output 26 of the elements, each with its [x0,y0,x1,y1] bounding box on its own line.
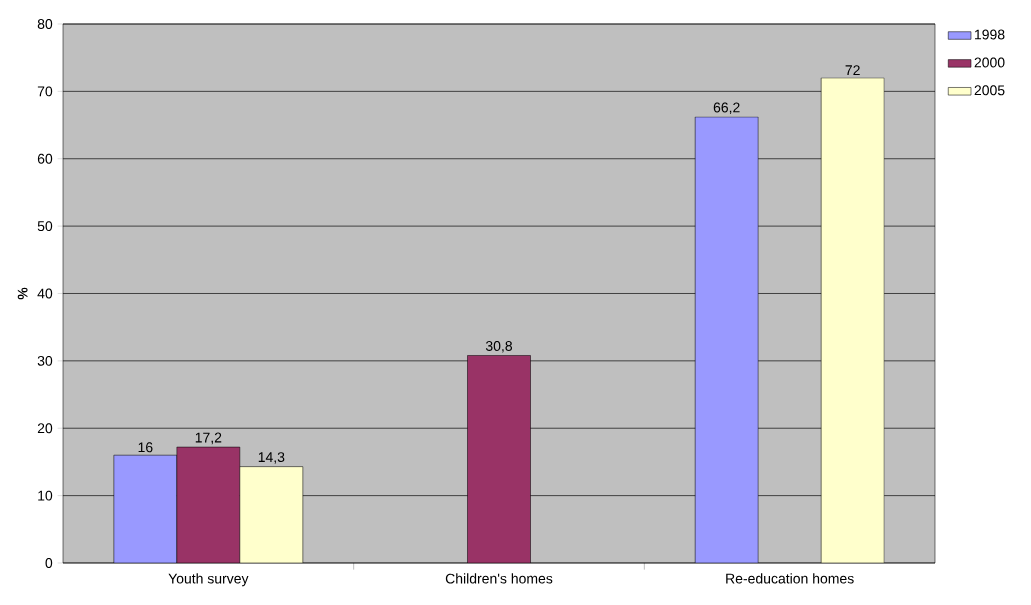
data-label: 16 [138,442,153,453]
y-tick-label: 80 [37,19,53,29]
bar [467,355,531,563]
data-label: 17,2 [195,432,222,445]
y-tick-label: 30 [37,355,53,366]
y-tick-label: 20 [37,423,53,434]
y-tick-label: 0 [45,558,53,568]
y-axis-title: % [17,287,28,300]
x-tick-label: Re-education homes [726,573,854,584]
y-tick-label: 10 [38,490,53,501]
y-tick-label: 60 [37,153,53,164]
bar [694,116,759,563]
bar [113,454,178,563]
y-tick-label: 40 [37,288,53,299]
bar [176,446,241,563]
y-tick-label: 50 [37,221,53,232]
y-tick-label: 70 [37,86,53,97]
legend-label: 1998 [975,29,1005,40]
data-label: 72 [845,65,860,75]
legend-label: 2005 [974,85,1005,96]
data-label: 14,3 [258,452,285,464]
x-tick-label: Youth survey [168,573,249,587]
x-tick-label: Children's homes [445,573,553,584]
data-label: 66,2 [713,102,740,115]
legend-label: 2000 [974,57,1005,68]
data-label: 30,8 [485,340,513,353]
